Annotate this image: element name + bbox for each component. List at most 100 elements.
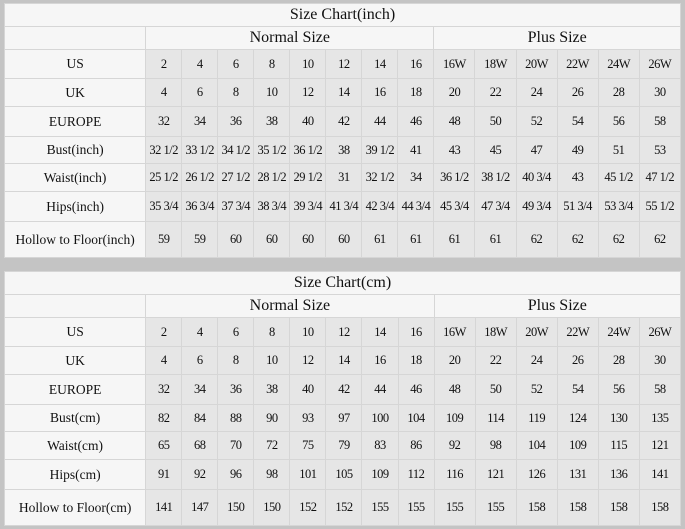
- size-value-cell: 22: [474, 78, 517, 107]
- size-value-cell: 12: [325, 317, 363, 347]
- size-value-cell: 16: [397, 317, 435, 347]
- size-value-cell: 38: [253, 106, 291, 137]
- size-value-cell: 60: [253, 221, 291, 258]
- size-value-cell: 8: [217, 78, 255, 107]
- size-value-cell: 136: [597, 459, 640, 490]
- size-value-cell: 20W: [515, 317, 558, 347]
- size-value-cell: 79: [325, 431, 363, 460]
- size-value-cell: 32: [145, 106, 183, 137]
- size-value-cell: 61: [361, 221, 399, 258]
- size-value-cell: 26: [556, 346, 599, 375]
- size-value-cell: 54: [556, 374, 599, 405]
- size-value-cell: 33 1/2: [181, 136, 219, 164]
- size-value-cell: 38: [253, 374, 291, 405]
- size-value-cell: 36 3/4: [181, 191, 219, 222]
- normal-size-header: Normal Size: [145, 26, 435, 50]
- size-value-cell: 32 1/2: [361, 163, 399, 192]
- size-value-cell: 6: [181, 78, 219, 107]
- size-value-cell: 24: [515, 78, 558, 107]
- size-value-cell: 2: [145, 317, 183, 347]
- size-value-cell: 8: [253, 49, 291, 79]
- size-value-cell: 30: [638, 346, 682, 375]
- size-value-cell: 65: [145, 431, 183, 460]
- size-value-cell: 82: [145, 404, 183, 432]
- size-value-cell: 25 1/2: [145, 163, 183, 192]
- size-value-cell: 62: [638, 221, 682, 258]
- table-row: UK 4 6 8 10 12 14 16 18 20 22 24 26 28 30: [3, 78, 682, 107]
- size-value-cell: 155: [361, 489, 399, 526]
- size-value-cell: 150: [253, 489, 291, 526]
- table-row: Hips(cm) 91 92 96 98 101 105 109 112 116 121 126 131…: [3, 459, 682, 490]
- size-value-cell: 16W: [433, 317, 476, 347]
- size-value-cell: 36: [217, 374, 255, 405]
- size-value-cell: 6: [217, 49, 255, 79]
- size-value-cell: 53 3/4: [597, 191, 640, 222]
- size-value-cell: 60: [289, 221, 327, 258]
- size-value-cell: 26W: [638, 49, 682, 79]
- group-header-row: Normal Size Plus Size: [3, 26, 681, 50]
- size-value-cell: 56: [597, 374, 640, 405]
- size-value-cell: 155: [397, 489, 435, 526]
- size-value-cell: 141: [638, 459, 682, 490]
- row-label: Waist(cm): [3, 431, 147, 460]
- size-value-cell: 12: [325, 49, 363, 79]
- row-label: US: [3, 317, 147, 347]
- size-value-cell: 4: [181, 49, 219, 79]
- size-value-cell: 39 1/2: [361, 136, 399, 164]
- size-value-cell: 93: [289, 404, 327, 432]
- size-value-cell: 104: [515, 431, 558, 460]
- size-value-cell: 121: [474, 459, 517, 490]
- size-value-cell: 155: [433, 489, 476, 526]
- size-value-cell: 55 1/2: [638, 191, 682, 222]
- size-value-cell: 38 1/2: [474, 163, 517, 192]
- size-value-cell: 20: [433, 346, 476, 375]
- title-row: Size Chart(cm): [4, 271, 681, 295]
- size-value-cell: 24W: [597, 49, 640, 79]
- normal-size-header: Normal Size: [145, 294, 435, 318]
- size-value-cell: 155: [474, 489, 517, 526]
- size-value-cell: 60: [325, 221, 363, 258]
- size-value-cell: 70: [217, 431, 255, 460]
- size-value-cell: 56: [597, 106, 640, 137]
- size-value-cell: 39 3/4: [289, 191, 327, 222]
- size-value-cell: 14: [361, 49, 399, 79]
- size-value-cell: 51 3/4: [556, 191, 599, 222]
- size-value-cell: 22: [474, 346, 517, 375]
- row-label: Hips(cm): [3, 459, 147, 490]
- size-value-cell: 47 3/4: [474, 191, 517, 222]
- size-value-cell: 31: [325, 163, 363, 192]
- size-chart-inch: Size Chart(inch) Normal Size Plus Size US 2 4…: [3, 3, 682, 258]
- row-label: Waist(inch): [3, 163, 147, 192]
- size-value-cell: 158: [556, 489, 599, 526]
- title-row: Size Chart(inch): [4, 3, 681, 27]
- size-value-cell: 24: [515, 346, 558, 375]
- row-label: Hips(inch): [3, 191, 147, 222]
- size-value-cell: 152: [289, 489, 327, 526]
- size-value-cell: 124: [556, 404, 599, 432]
- size-value-cell: 41: [397, 136, 435, 164]
- row-label: Bust(inch): [3, 136, 147, 164]
- size-value-cell: 36: [217, 106, 255, 137]
- size-value-cell: 42: [325, 374, 363, 405]
- size-value-cell: 14: [325, 78, 363, 107]
- size-value-cell: 141: [145, 489, 183, 526]
- size-value-cell: 28: [597, 346, 640, 375]
- size-value-cell: 47 1/2: [638, 163, 682, 192]
- size-value-cell: 83: [361, 431, 399, 460]
- size-value-cell: 101: [289, 459, 327, 490]
- size-value-cell: 104: [397, 404, 435, 432]
- size-value-cell: 32 1/2: [145, 136, 183, 164]
- size-value-cell: 4: [181, 317, 219, 347]
- size-value-cell: 20: [433, 78, 476, 107]
- size-value-cell: 114: [474, 404, 517, 432]
- size-value-cell: 50: [474, 106, 517, 137]
- size-value-cell: 46: [397, 374, 435, 405]
- size-value-cell: 54: [556, 106, 599, 137]
- size-value-cell: 130: [597, 404, 640, 432]
- size-value-cell: 18: [397, 78, 435, 107]
- size-value-cell: 115: [597, 431, 640, 460]
- size-value-cell: 158: [515, 489, 558, 526]
- size-value-cell: 22W: [556, 49, 599, 79]
- size-value-cell: 58: [638, 374, 682, 405]
- size-value-cell: 62: [597, 221, 640, 258]
